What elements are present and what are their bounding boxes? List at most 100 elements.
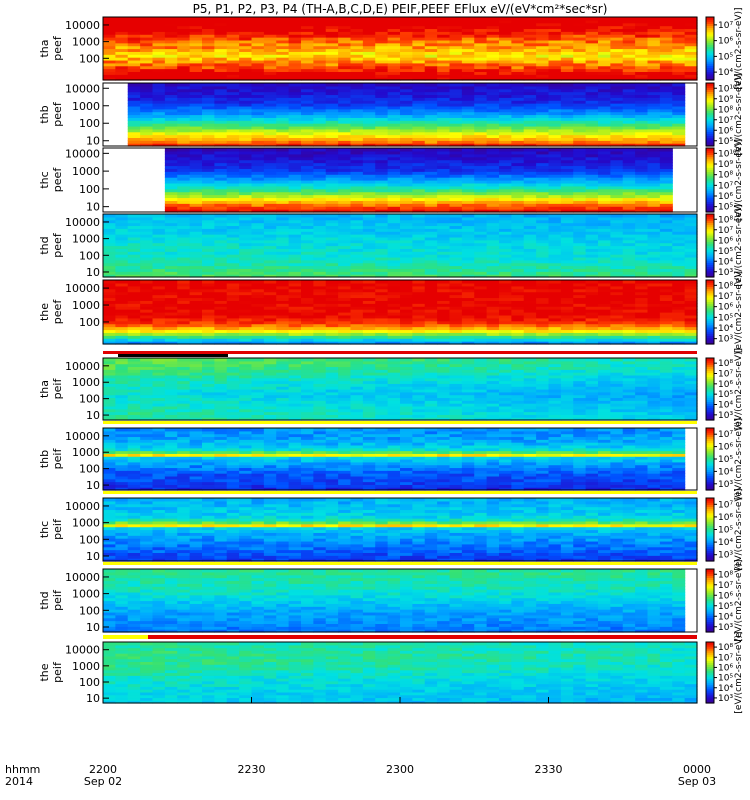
spectrogram-cell (511, 148, 525, 152)
spectrogram-cell (659, 97, 673, 101)
spectrogram-cell (474, 285, 488, 290)
spectrogram-cell (672, 134, 686, 139)
spectrogram-cell (325, 117, 339, 121)
spectrogram-cell (127, 297, 141, 301)
spectrogram-cell (585, 88, 599, 93)
spectrogram-cell (115, 231, 129, 235)
spectrogram-cell (140, 140, 154, 144)
spectrogram-cell (127, 108, 141, 113)
spectrogram-cell (474, 314, 488, 319)
spectrogram-cell (189, 19, 203, 24)
spectrogram-cell (301, 71, 314, 75)
spectrogram-cell (424, 294, 438, 299)
spectrogram-cell (585, 206, 599, 210)
spectrogram-cell (140, 285, 154, 290)
spectrogram-cell (511, 234, 525, 238)
spectrogram-cell (598, 51, 611, 55)
spectrogram-cell (214, 128, 228, 133)
spectrogram-cell (226, 206, 240, 210)
spectrogram-cell (164, 171, 178, 175)
spectrogram-cell (251, 168, 265, 172)
spectrogram-cell (214, 148, 228, 152)
spectrogram-cell (635, 171, 649, 175)
spectrogram-cell (226, 191, 240, 196)
spectrogram-cell (659, 171, 673, 175)
spectrogram-cell (573, 131, 587, 136)
spectrogram-cell (338, 228, 352, 232)
spectrogram-cell (610, 262, 624, 267)
spectrogram-cell (400, 274, 413, 278)
spectrogram-cell (276, 94, 290, 98)
spectrogram-cell (164, 242, 178, 247)
spectrogram-cell (461, 123, 475, 127)
spectrogram-cell (412, 248, 426, 252)
y-tick-label: 10000 (65, 216, 100, 229)
spectrogram-cell (338, 231, 352, 235)
spectrogram-cell (350, 54, 364, 58)
spectrogram-cell (189, 25, 203, 30)
spectrogram-cell (362, 28, 376, 32)
spectrogram-cell (449, 239, 463, 244)
spectrogram-cell (400, 335, 413, 339)
spectrogram-cell (251, 335, 265, 339)
spectrogram-cell (177, 188, 191, 193)
spectrogram-cell (400, 65, 413, 70)
spectrogram-cell (140, 248, 154, 252)
spectrogram-cell (437, 159, 451, 164)
spectrogram-cell (313, 323, 327, 328)
spectrogram-cell (350, 280, 364, 284)
spectrogram-cell (474, 88, 488, 93)
spectrogram-cell (263, 125, 277, 130)
spectrogram-cell (189, 323, 203, 328)
colorbar-segment (706, 247, 714, 251)
colorbar-segment (706, 158, 714, 162)
spectrogram-cell (239, 297, 253, 301)
spectrogram-cell (288, 248, 302, 252)
spectrogram-cell (164, 83, 178, 87)
spectrogram-cell (412, 28, 426, 32)
spectrogram-cell (239, 128, 253, 133)
spectrogram-cell (659, 216, 673, 221)
spectrogram-cell (622, 111, 636, 116)
spectrogram-cell (288, 148, 302, 152)
spectrogram-cell (214, 153, 228, 158)
spectrogram-cell (536, 59, 550, 64)
spectrogram-cell (523, 68, 537, 73)
spectrogram-cell (474, 216, 488, 221)
spectrogram-cell (536, 54, 550, 58)
colorbar-segment (706, 127, 714, 130)
spectrogram-cell (350, 194, 364, 199)
spectrogram-cell (437, 105, 451, 110)
spectrogram-cell (622, 225, 636, 229)
spectrogram-cell (684, 42, 698, 47)
spectrogram-cell (239, 100, 253, 104)
spectrogram-cell (474, 165, 488, 169)
spectrogram-cell (523, 159, 537, 164)
spectrogram-cell (276, 57, 290, 61)
spectrogram-cell (474, 42, 488, 47)
spectrogram-cell (288, 94, 302, 98)
spectrogram-cell (499, 168, 512, 172)
spectrogram-cell (511, 97, 525, 101)
spectrogram-cell (647, 262, 661, 267)
spectrogram-cell (511, 309, 525, 313)
spectrogram-cell (263, 97, 277, 101)
spectrogram-cell (202, 103, 215, 107)
spectrogram-cell (202, 117, 215, 121)
spectrogram-cell (115, 256, 129, 261)
spectrogram-cell (239, 326, 253, 331)
spectrogram-cell (239, 185, 253, 190)
spectrogram-cell (313, 134, 327, 139)
spectrogram-cell (585, 182, 599, 187)
spectrogram-cell (659, 256, 673, 261)
spectrogram-cell (239, 77, 253, 81)
spectrogram-cell (189, 31, 203, 35)
spectrogram-cell (362, 100, 376, 104)
spectrogram-cell (263, 42, 277, 47)
spectrogram-cell (338, 159, 352, 164)
spectrogram-cell (115, 228, 129, 232)
spectrogram-cell (325, 91, 339, 96)
spectrogram-cell (140, 68, 154, 73)
spectrogram-cell (375, 111, 389, 116)
y-tick-label: 1000 (72, 36, 100, 49)
